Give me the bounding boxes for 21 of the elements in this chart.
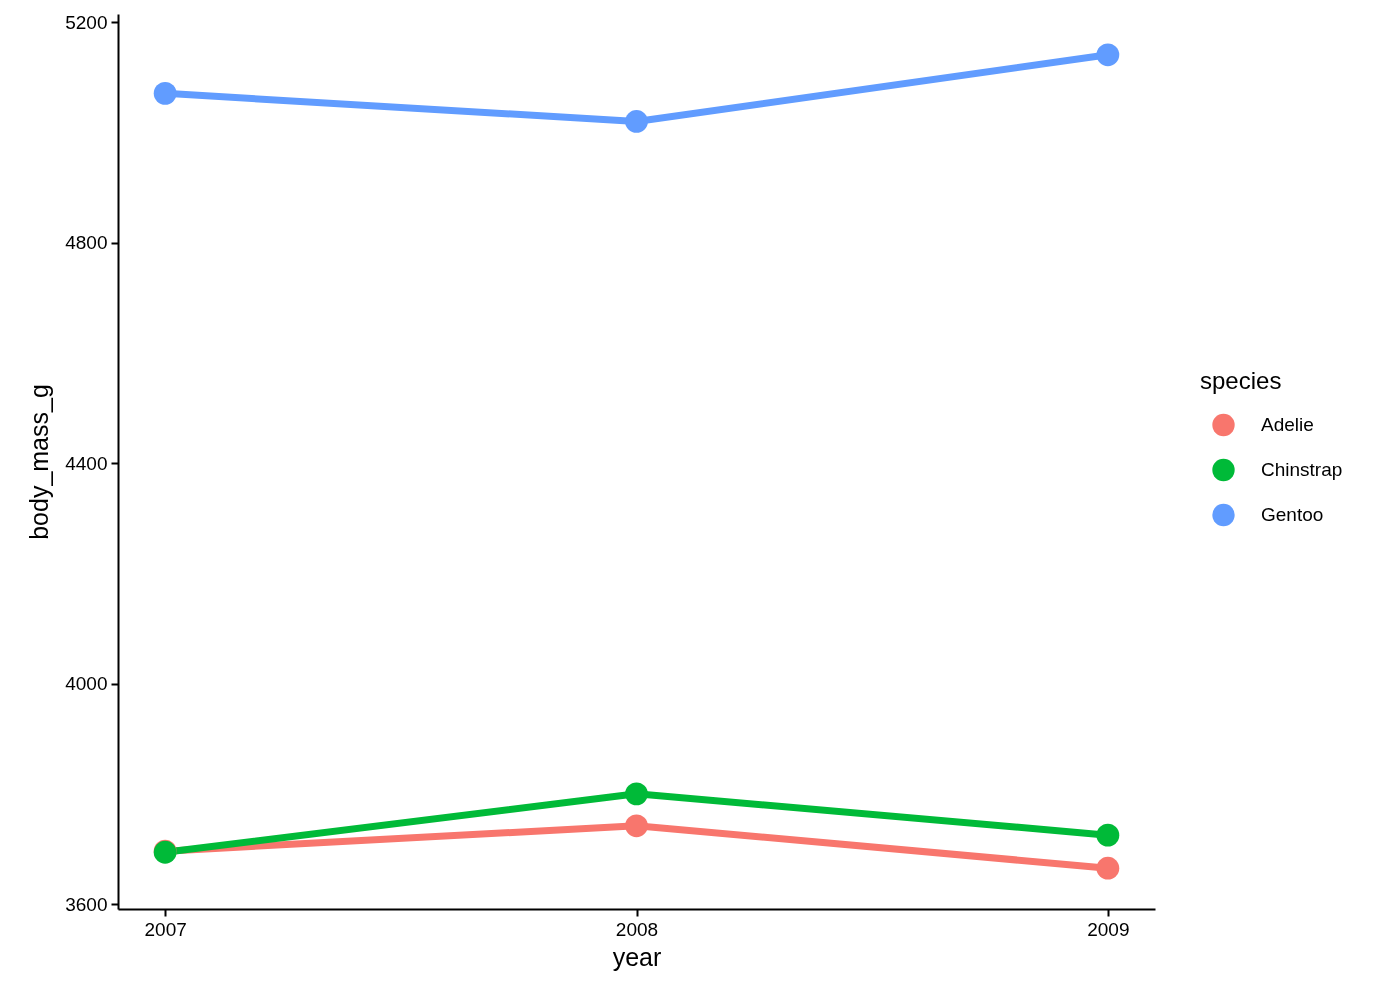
y-axis-title: body_mass_g: [25, 384, 54, 540]
y-tick-label: 3600: [65, 893, 108, 915]
y-tick-label: 4000: [65, 673, 108, 695]
x-tick-label: 2009: [1087, 918, 1130, 940]
x-axis-title: year: [612, 942, 662, 971]
point: [153, 81, 177, 105]
y-tick-label: 5200: [65, 11, 108, 33]
y-tick-label: 4400: [65, 452, 108, 474]
x-tick-label: 2007: [144, 918, 187, 940]
y-tick-label: 4800: [65, 232, 108, 254]
point: [1096, 823, 1120, 847]
point: [625, 782, 648, 806]
legend-label: Chinstrap: [1261, 459, 1343, 480]
point: [625, 814, 648, 838]
legend-title: species: [1200, 366, 1282, 394]
x-tick-label: 2008: [615, 918, 659, 940]
point: [1096, 43, 1120, 67]
legend-label: Gentoo: [1261, 504, 1324, 525]
point: [1096, 856, 1120, 880]
point: [625, 110, 648, 133]
legend-label: Adelie: [1261, 414, 1314, 435]
